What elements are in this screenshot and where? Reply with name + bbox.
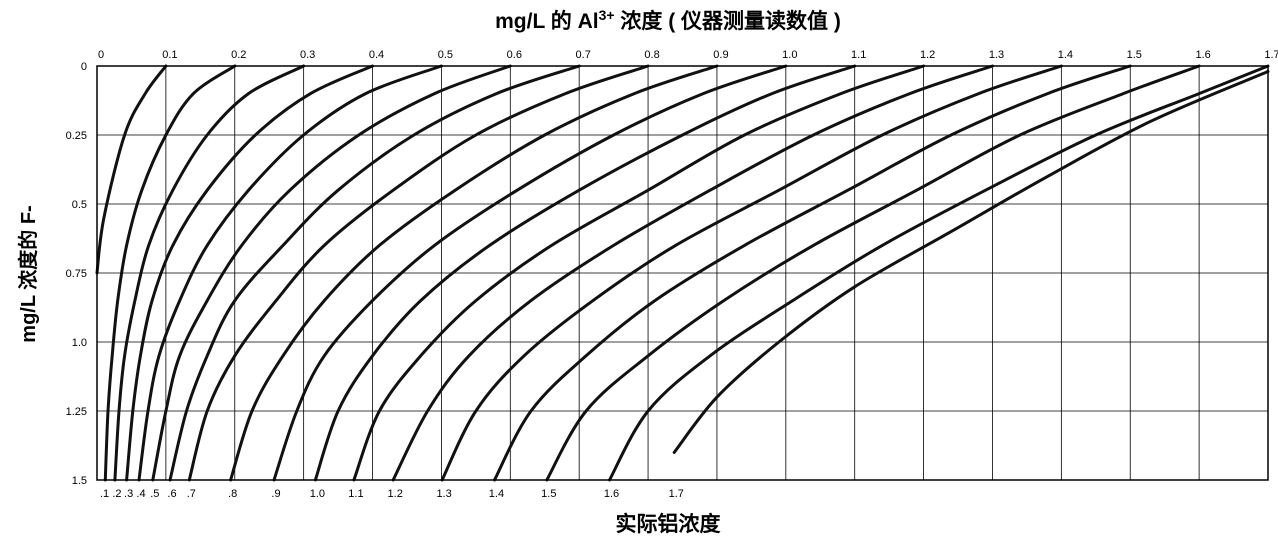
bottom-label: .4 <box>136 488 145 500</box>
x-tick-label: 0.8 <box>644 49 659 61</box>
bottom-label: .6 <box>167 488 176 500</box>
y-tick-label: 1.0 <box>72 337 87 349</box>
x-tick-label: 0.9 <box>713 49 728 61</box>
y-tick-label: 1.25 <box>66 406 87 418</box>
chart-title-suffix: 浓度 ( 仪器测量读数值 ) <box>615 9 841 33</box>
plot-frame <box>96 65 1269 481</box>
bottom-label: 1.7 <box>669 488 684 500</box>
bottom-label: 1.3 <box>436 488 451 500</box>
series-line-6 <box>151 64 512 482</box>
x-tick-label: 1.2 <box>920 49 935 61</box>
x-tick-label: 0.6 <box>507 49 522 61</box>
series-line-17 <box>608 64 1270 482</box>
x-tick-label: 0.7 <box>576 49 591 61</box>
x-tick-label: 1.7 <box>1264 49 1278 61</box>
x-tick-label: 1.6 <box>1195 49 1210 61</box>
bottom-label: 1.2 <box>388 488 403 500</box>
curves <box>95 64 1270 482</box>
x-tick-label: 0.2 <box>231 49 246 61</box>
y-tick-label: 0.75 <box>66 268 87 280</box>
series-line-12 <box>352 64 926 482</box>
x-tick-label: 0.5 <box>438 49 453 61</box>
bottom-label: .9 <box>271 488 280 500</box>
x-tick-label: 1.5 <box>1127 49 1142 61</box>
tick-labels: 0 0.1 0.2 0.3 0.4 0.5 0.6 0.7 0.8 0.9 1.0 1.1 1.2 1.3… <box>66 49 1278 500</box>
series-line-16 <box>545 64 1201 482</box>
series-line-10 <box>272 64 788 482</box>
series-line-5 <box>137 64 443 482</box>
series-line-9 <box>229 64 719 482</box>
bottom-label: .7 <box>187 488 196 500</box>
series-line-18 <box>672 70 1270 454</box>
x-tick-label: 0.4 <box>369 49 384 61</box>
y-tick-label: 1.5 <box>72 475 87 487</box>
x-tick-label: 1.3 <box>989 49 1004 61</box>
series-line-8 <box>187 64 650 482</box>
bottom-label: .5 <box>150 488 159 500</box>
bottom-label: .3 <box>124 488 133 500</box>
bottom-label: 1.4 <box>489 488 504 500</box>
series-line-14 <box>440 64 1063 482</box>
x-tick-label: 1.1 <box>851 49 866 61</box>
bottom-label: 1.6 <box>604 488 619 500</box>
bottom-label: 1.5 <box>541 488 556 500</box>
bottom-label: .2 <box>112 488 121 500</box>
bottom-label: .1 <box>100 488 109 500</box>
series-line-13 <box>391 64 994 482</box>
chart-title: mg/L 的 Al3+ 浓度 ( 仪器测量读数值 ) <box>495 7 841 33</box>
series-line-1 <box>95 64 168 275</box>
series-line-15 <box>493 64 1132 482</box>
chart-title-main: mg/L 的 Al <box>495 9 598 33</box>
series-line-4 <box>125 64 374 482</box>
y-axis-label: mg/L 浓度的 F- <box>16 205 40 342</box>
x-tick-label: 0 <box>98 49 104 61</box>
chart-title-superscript: 3+ <box>599 7 615 23</box>
bottom-label: .8 <box>228 488 237 500</box>
x-tick-label: 0.1 <box>162 49 177 61</box>
grid <box>96 65 1269 481</box>
y-tick-label: 0.5 <box>72 199 87 211</box>
series-line-3 <box>113 64 306 482</box>
y-tick-label: 0 <box>81 61 87 73</box>
x-axis-label: 实际铝浓度 <box>616 512 721 536</box>
x-tick-label: 1.4 <box>1058 49 1073 61</box>
series-line-7 <box>168 64 581 482</box>
series-line-11 <box>313 64 857 482</box>
bottom-label: 1.1 <box>348 488 363 500</box>
x-tick-label: 1.0 <box>782 49 797 61</box>
series-line-2 <box>103 64 237 482</box>
bottom-label: 1.0 <box>310 488 325 500</box>
y-tick-label: 0.25 <box>66 130 87 142</box>
x-tick-label: 0.3 <box>300 49 315 61</box>
